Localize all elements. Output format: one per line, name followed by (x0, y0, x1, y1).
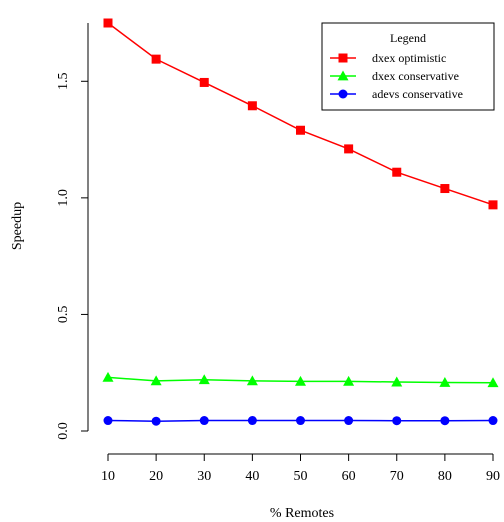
legend: Legend dxex optimistic dxex conservative a… (321, 22, 495, 111)
point-dxex-conservative-50 (295, 375, 306, 386)
point-dxex-optimistic-60 (344, 144, 354, 154)
x-ticks: 10 20 30 40 50 60 70 80 90 (101, 454, 500, 484)
legend-marker-dxex-optimistic (338, 53, 348, 63)
x-tick-label-30: 30 (197, 469, 211, 484)
y-tick-label-0.5: 0.5 (56, 306, 71, 324)
legend-item-adevs-conservative: adevs conservative (330, 87, 463, 101)
point-adevs-conservative-30 (199, 416, 209, 426)
point-dxex-optimistic-90 (488, 200, 498, 210)
legend-title: Legend (390, 31, 426, 45)
point-dxex-conservative-10 (102, 371, 114, 382)
x-tick-label-80: 80 (438, 469, 452, 484)
point-adevs-conservative-50 (296, 416, 305, 426)
y-axis: 0.0 0.5 1.0 1.5 (56, 23, 89, 440)
point-dxex-conservative-60 (343, 375, 355, 386)
x-axis: 10 20 30 40 50 60 70 80 90 (101, 453, 500, 484)
point-adevs-conservative-80 (440, 416, 450, 426)
legend-items: dxex optimistic dxex conservative adevs co… (330, 51, 463, 101)
legend-label-dxex-optimistic: dxex optimistic (372, 51, 446, 65)
point-adevs-conservative-20 (151, 416, 161, 426)
y-axis-title: Speedup (10, 202, 25, 250)
series-dxex-optimistic (103, 18, 498, 210)
x-tick-label-40: 40 (245, 469, 259, 484)
point-adevs-conservative-10 (103, 416, 113, 426)
legend-label-dxex-conservative: dxex conservative (372, 69, 459, 83)
point-adevs-conservative-90 (488, 416, 498, 426)
x-tick-label-90: 90 (486, 469, 500, 484)
legend-label-adevs-conservative: adevs conservative (372, 87, 463, 101)
x-tick-label-10: 10 (101, 469, 115, 484)
legend-marker-dxex-conservative (337, 70, 349, 81)
point-adevs-conservative-70 (392, 416, 402, 426)
point-dxex-conservative-90 (487, 377, 499, 388)
x-axis-title: % Remotes (270, 506, 334, 521)
series-adevs-conservative (103, 416, 498, 426)
point-dxex-conservative-70 (391, 376, 403, 387)
y-tick-label-1.0: 1.0 (56, 189, 71, 207)
point-dxex-conservative-80 (439, 377, 451, 387)
point-dxex-conservative-30 (198, 374, 210, 385)
series-layer (102, 18, 499, 426)
point-dxex-conservative-40 (246, 375, 258, 386)
point-dxex-optimistic-30 (199, 77, 209, 87)
series-dxex-conservative (102, 371, 499, 388)
x-tick-label-60: 60 (342, 469, 356, 484)
point-dxex-optimistic-80 (440, 184, 450, 194)
y-tick-label-0.0: 0.0 (56, 422, 71, 440)
point-dxex-optimistic-70 (392, 167, 402, 177)
y-tick-label-1.5: 1.5 (56, 73, 71, 91)
x-tick-label-70: 70 (390, 469, 404, 484)
point-dxex-optimistic-40 (247, 101, 257, 111)
legend-item-dxex-optimistic: dxex optimistic (330, 51, 446, 65)
point-adevs-conservative-60 (344, 416, 354, 426)
y-ticks: 0.0 0.5 1.0 1.5 (56, 73, 88, 440)
legend-item-dxex-conservative: dxex conservative (330, 69, 459, 83)
legend-box (321, 22, 495, 111)
point-dxex-optimistic-50 (296, 125, 305, 135)
point-dxex-conservative-20 (150, 375, 162, 386)
legend-marker-adevs-conservative (338, 89, 348, 99)
x-tick-label-50: 50 (294, 469, 308, 484)
x-tick-label-20: 20 (149, 469, 163, 484)
point-adevs-conservative-40 (247, 416, 257, 426)
point-dxex-optimistic-20 (151, 54, 161, 64)
point-dxex-optimistic-10 (103, 18, 113, 28)
